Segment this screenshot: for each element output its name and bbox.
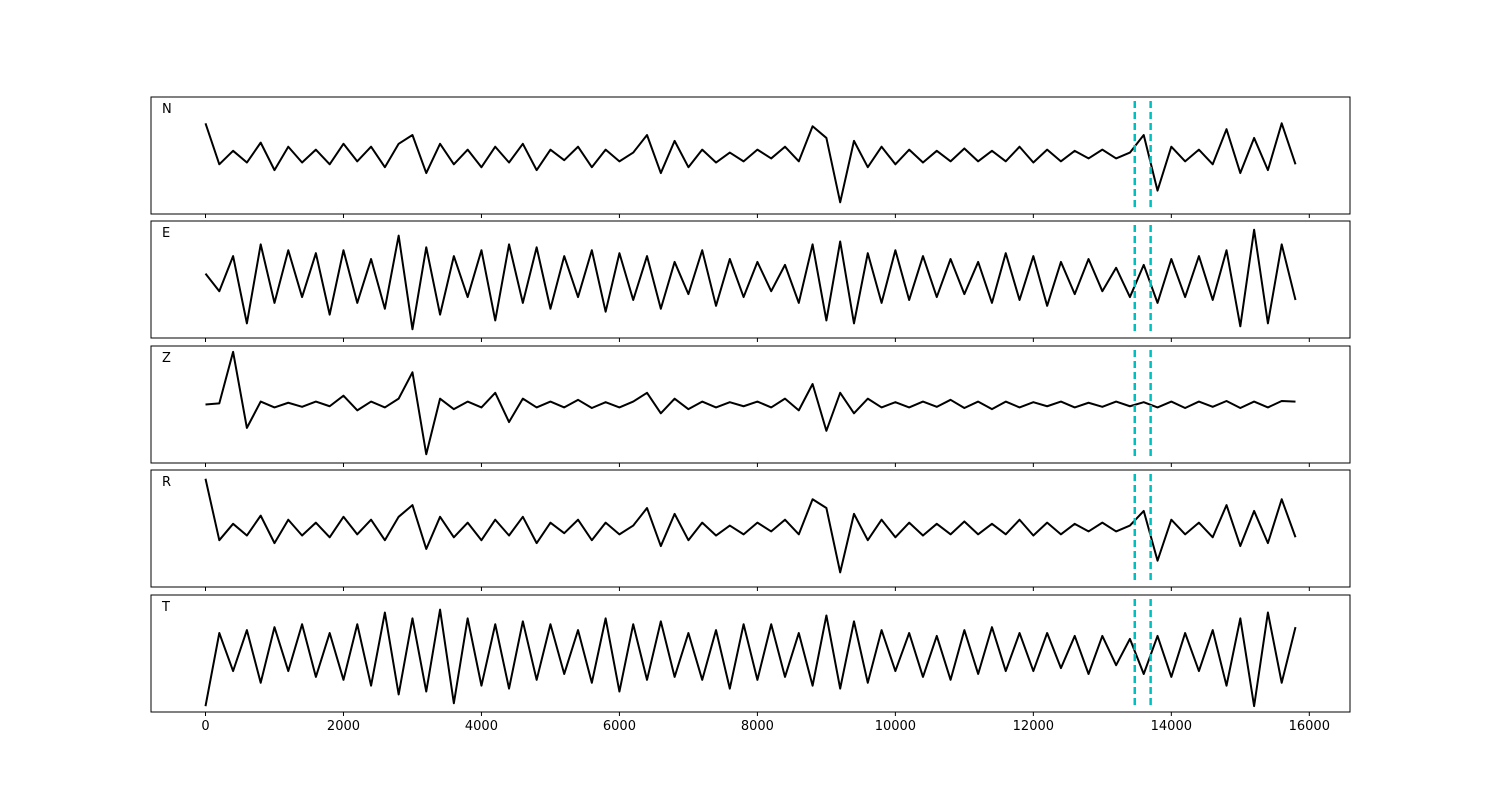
x-tick-label: 16000 <box>1289 719 1330 734</box>
x-tick-label: 2000 <box>327 719 360 734</box>
x-tick-label: 0 <box>201 719 209 734</box>
panel-label: R <box>162 475 171 490</box>
trace <box>204 122 1297 204</box>
trace <box>204 608 1297 708</box>
panel-frame <box>150 96 1351 215</box>
x-tick-label: 12000 <box>1013 719 1054 734</box>
panel-label: E <box>162 226 170 241</box>
trace <box>205 350 1296 456</box>
panel-frame <box>150 220 1351 339</box>
panel-frame <box>150 594 1351 713</box>
trace <box>204 228 1297 331</box>
x-tick-label: 10000 <box>875 719 916 734</box>
x-tick-label: 4000 <box>465 719 498 734</box>
panel-label: N <box>162 102 172 117</box>
panel-label: Z <box>162 351 171 366</box>
x-tick-label: 6000 <box>603 719 636 734</box>
panel-frame <box>150 345 1351 464</box>
x-tick-label: 14000 <box>1151 719 1192 734</box>
panel-frame <box>150 469 1351 588</box>
x-tick-label: 8000 <box>741 719 774 734</box>
trace <box>204 478 1297 574</box>
panel-label: T <box>161 600 170 615</box>
